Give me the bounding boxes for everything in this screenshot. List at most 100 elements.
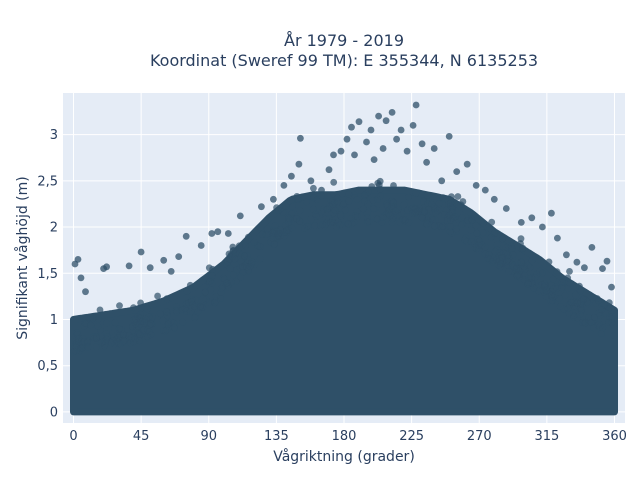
data-point [288,172,295,180]
data-point [191,314,199,321]
data-point [610,332,618,339]
data-point [598,306,606,314]
data-point [115,325,123,333]
data-point [558,284,566,292]
data-point [542,284,550,292]
data-point [378,206,386,214]
data-point [189,301,196,308]
data-point [79,344,86,352]
data-point [488,218,496,226]
data-point [179,318,187,326]
data-point [198,303,206,311]
data-point [479,229,487,237]
data-point [245,267,252,275]
data-point [490,195,498,203]
data-point [94,323,102,330]
data-point [530,284,538,292]
data-point [504,251,512,259]
data-point [382,117,390,125]
data-point [236,212,244,220]
data-point [263,225,271,233]
data-point [223,279,231,287]
data-point [452,219,460,227]
data-point [447,223,454,231]
data-point [347,215,355,223]
data-point [274,230,282,238]
data-point [398,209,406,217]
data-point [473,229,481,237]
x-tick-label: 90 [200,429,217,444]
data-point [399,216,407,223]
y-tick-label: 3 [50,128,58,143]
data-point [428,200,436,208]
data-point [323,206,331,213]
data-point [423,158,430,166]
data-point [217,288,225,296]
data-point [528,214,536,222]
data-point [397,126,405,134]
x-tick-label: 360 [602,429,627,444]
data-point [79,335,87,342]
data-point [379,214,387,221]
data-point [283,226,291,234]
data-point [418,214,426,221]
data-point [214,228,222,236]
data-point [459,198,467,205]
data-point [170,319,178,327]
data-point [348,123,355,131]
data-point [597,330,605,337]
data-point [434,207,442,215]
chart-title-line1: År 1979 - 2019 [284,31,404,50]
data-point [125,262,133,270]
data-point [82,319,90,327]
data-point [211,299,219,307]
data-point [393,135,400,143]
data-point [608,319,616,326]
data-point [82,288,89,296]
data-point [103,330,110,337]
data-point [374,215,381,223]
x-axis-title: Vågriktning (grader) [273,448,415,465]
data-point [412,101,420,109]
data-point [370,156,378,164]
data-point [374,195,381,203]
data-point [599,265,606,272]
data-point [160,256,168,264]
data-point [295,160,303,168]
data-point [163,308,170,315]
data-point [499,235,506,243]
data-point [74,256,82,263]
data-point [368,183,376,190]
data-point [533,270,541,278]
data-point [445,133,453,140]
data-point [388,109,396,116]
data-point [334,198,341,206]
data-point [212,293,220,301]
data-point [89,315,97,322]
data-point [307,177,315,185]
data-point [388,203,395,210]
x-tick-label: 45 [133,429,150,444]
data-point [418,140,426,148]
data-point [539,269,546,277]
data-point [461,236,469,244]
data-point [364,218,371,226]
data-point [96,306,104,314]
data-point [608,283,615,291]
data-point [72,347,80,355]
x-tick-label: 135 [264,429,289,444]
data-point [458,214,466,222]
data-point [147,320,155,328]
data-point [524,280,532,288]
data-point [581,264,588,272]
data-point [430,145,438,152]
data-point [431,216,439,224]
data-point [293,215,301,223]
data-point [517,235,525,243]
data-point [127,339,134,347]
data-point [484,255,492,262]
data-point [139,318,146,325]
data-point [493,241,501,249]
data-point [183,288,191,295]
